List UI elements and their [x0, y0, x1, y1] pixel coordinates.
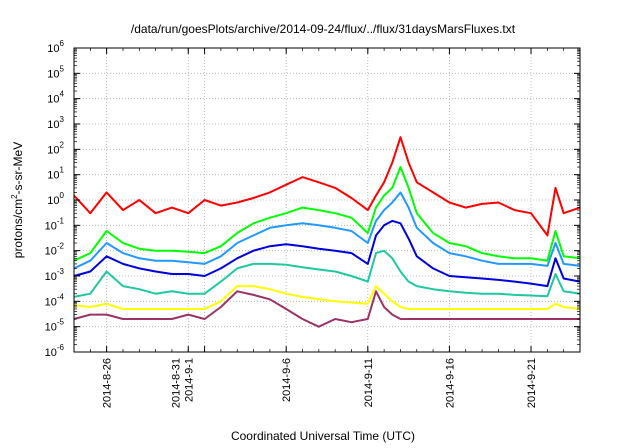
- ticks: [73, 47, 581, 353]
- y-tick-base: 10: [45, 322, 57, 334]
- series-line: [73, 290, 580, 328]
- y-tick-exponent: -1: [57, 216, 65, 225]
- y-tick-exponent: 4: [60, 90, 65, 99]
- y-axis-label-part: protons/cm: [11, 199, 25, 258]
- y-tick-exponent: -3: [57, 267, 65, 276]
- series-line: [73, 136, 581, 237]
- y-tick-exponent: 3: [60, 115, 65, 124]
- y-tick-label: 10-1: [45, 216, 65, 232]
- y-tick-label: 102: [47, 140, 64, 156]
- y-tick-label: 100: [47, 191, 64, 207]
- y-tick-exponent: -2: [57, 242, 65, 251]
- series-line: [73, 285, 581, 310]
- y-tick-label: 101: [47, 166, 64, 182]
- y-tick-label: 10-3: [45, 267, 65, 283]
- y-tick-exponent: 5: [60, 64, 65, 73]
- y-tick-base: 10: [45, 220, 57, 232]
- y-tick-label: 10-6: [45, 343, 65, 359]
- y-tick-base: 10: [47, 43, 59, 55]
- x-tick-label: 2014-9-21: [526, 358, 538, 408]
- y-axis-label: protons/cm2-s-sr-MeV: [10, 142, 25, 258]
- y-axis-label-part: -s-sr-MeV: [11, 142, 25, 195]
- y-tick-label: 10-2: [45, 242, 65, 258]
- y-tick-label: 103: [47, 115, 64, 131]
- y-tick-exponent: 2: [60, 140, 65, 149]
- series-line: [73, 249, 581, 298]
- grid: [74, 47, 580, 353]
- y-tick-exponent: -4: [57, 292, 65, 301]
- y-tick-base: 10: [45, 271, 57, 283]
- x-tick-label: 2014-9-1: [183, 358, 195, 402]
- x-tick-label: 2014-9-16: [444, 358, 456, 408]
- series-line: [73, 191, 581, 270]
- y-tick-base: 10: [47, 195, 59, 207]
- y-tick-exponent: 0: [60, 191, 65, 200]
- y-tick-label: 10-4: [45, 292, 65, 308]
- x-axis-label: Coordinated Universal Time (UTC): [231, 429, 415, 443]
- y-tick-exponent: 1: [60, 166, 65, 175]
- y-tick-label: 10-5: [45, 318, 65, 334]
- y-tick-exponent: -6: [57, 343, 65, 352]
- y-tick-exponent: -5: [57, 318, 65, 327]
- x-tick-label: 2014-8-31: [170, 358, 182, 408]
- y-tick-base: 10: [45, 347, 57, 359]
- x-tick-label: 2014-9-6: [281, 358, 293, 402]
- y-tick-base: 10: [45, 296, 57, 308]
- y-tick-labels: 10-610-510-410-310-210-11001011021031041…: [45, 39, 65, 359]
- y-tick-base: 10: [47, 94, 59, 106]
- y-tick-base: 10: [47, 68, 59, 80]
- y-tick-base: 10: [47, 119, 59, 131]
- x-tick-label: 2014-9-11: [363, 358, 375, 407]
- y-tick-label: 106: [47, 39, 64, 55]
- series-group: [73, 136, 581, 328]
- chart-title: /data/run/goesPlots/archive/2014-09-24/f…: [131, 22, 516, 36]
- x-tick-label: 2014-8-26: [102, 358, 114, 408]
- series-line: [73, 219, 581, 288]
- y-tick-label: 104: [47, 90, 64, 106]
- x-tick-labels: 2014-8-26 2014-8-31 2014-9-1 2014-9-6 2014-9…: [102, 358, 538, 408]
- y-tick-base: 10: [45, 246, 57, 258]
- y-tick-label: 105: [47, 64, 64, 80]
- y-tick-base: 10: [47, 144, 59, 156]
- y-tick-base: 10: [47, 170, 59, 182]
- y-axis-label-exponent: 2: [10, 194, 19, 199]
- series-line: [73, 166, 581, 262]
- y-tick-exponent: 6: [60, 39, 65, 48]
